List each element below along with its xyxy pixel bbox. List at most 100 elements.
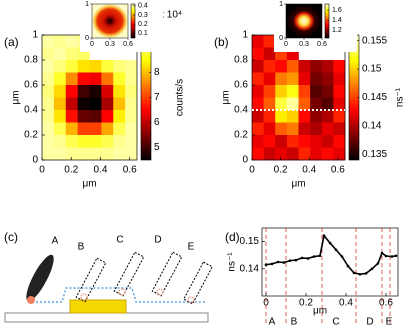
heat-cell <box>286 110 299 123</box>
colorbar <box>130 3 136 39</box>
heat-cell <box>42 97 55 111</box>
heat-cell <box>321 97 334 111</box>
heat-cell <box>286 147 299 161</box>
y-tick-label: 0.4 <box>24 105 38 116</box>
heat-cell <box>275 97 288 111</box>
heat-cell <box>101 97 114 111</box>
heat-cell <box>89 72 102 86</box>
colorbar-tick-label: 0.14 <box>362 121 382 132</box>
heat-cell <box>275 135 288 148</box>
heat-cell <box>125 60 138 73</box>
heat-cell <box>298 147 311 161</box>
heat-cell <box>310 110 323 123</box>
heat-cell <box>275 110 288 123</box>
colorbar-tick-label: 5 <box>154 142 160 153</box>
position-label: A <box>52 236 59 247</box>
position-label: B <box>78 242 85 253</box>
heat-cell <box>77 110 90 123</box>
heat-cell <box>101 110 114 123</box>
heat-cell <box>286 135 299 148</box>
heat-cell <box>77 60 90 73</box>
tip <box>26 254 54 302</box>
y-axis-label: μm <box>221 90 232 104</box>
heat-cell <box>101 135 114 148</box>
inset-x-tick-label: 0 <box>90 41 94 48</box>
data-point <box>334 248 338 252</box>
inset-y-tick-label: 0 <box>85 35 89 42</box>
data-point <box>384 254 388 258</box>
panel-label: (d) <box>225 230 240 244</box>
heat-cell <box>42 110 55 123</box>
y-axis-label: ns⁻¹ <box>227 252 238 272</box>
data-point <box>312 255 316 258</box>
heat-cell <box>252 60 264 73</box>
heat-cell <box>77 85 90 98</box>
colorbar-tick-label: 6 <box>154 117 160 128</box>
heat-cell <box>125 147 138 161</box>
emitter <box>27 296 35 304</box>
y-tick-label: 0.6 <box>234 80 248 91</box>
inset-y-tick-label: 1 <box>279 1 283 8</box>
heat-cell <box>333 72 346 86</box>
colorbar-tick-label: 7 <box>154 92 160 103</box>
heat-cell <box>53 35 67 48</box>
heat-cell <box>65 110 78 123</box>
heat-cell <box>53 85 67 98</box>
colorbar-tick-label: 1.4 <box>332 17 342 24</box>
particle <box>69 299 127 314</box>
heat-cell <box>53 97 67 111</box>
heat-cell <box>286 85 299 98</box>
heat-cell <box>42 147 55 161</box>
heat-cell <box>321 110 334 123</box>
heat-cell <box>286 47 299 61</box>
heat-cell <box>252 35 264 48</box>
x-tick-label: 0.6 <box>123 165 137 176</box>
panel-label: (a) <box>4 35 19 49</box>
y-tick-label: 0.8 <box>234 55 248 66</box>
data-point <box>390 255 394 258</box>
heat-cell <box>252 72 264 86</box>
heat-cell <box>53 60 67 73</box>
heat-cell <box>53 147 67 161</box>
tip-outline <box>75 257 107 303</box>
heat-cell <box>275 122 288 136</box>
heat-cell <box>42 47 55 61</box>
data-point <box>358 272 362 276</box>
inset-x-tick-label: 0 <box>284 41 288 48</box>
x-tick-label: 0.4 <box>339 298 353 309</box>
emitter-ghost <box>156 288 164 296</box>
heat-cell <box>125 85 138 98</box>
heat-cell <box>53 135 67 148</box>
data-point <box>376 262 380 265</box>
inset-x-tick-label: 0.6 <box>317 41 327 48</box>
y-tick-label: 0.14 <box>240 263 260 274</box>
heat-cell <box>113 110 126 123</box>
heat-cell <box>333 85 346 98</box>
heat-cell <box>321 147 334 161</box>
heat-cell <box>333 135 346 148</box>
y-tick-label: 0.15 <box>240 236 260 247</box>
heat-cell <box>65 72 78 86</box>
region-label: B <box>291 317 298 328</box>
heat-cell <box>77 147 90 161</box>
y-tick-label: 0.2 <box>234 130 248 141</box>
heat-cell <box>53 110 67 123</box>
heat-cell <box>321 135 334 148</box>
heat-cell <box>275 47 288 61</box>
heat-cell <box>113 85 126 98</box>
colorbar-tick-label: 0.145 <box>362 92 387 103</box>
colorbar-tick-label: 0.155 <box>362 35 387 46</box>
heat-cell <box>263 97 276 111</box>
inset-y-tick-label: 1 <box>85 1 89 8</box>
y-tick-label: 0 <box>242 155 248 166</box>
heat-cell <box>286 60 299 73</box>
heat-cell <box>113 60 126 73</box>
heat-cell <box>275 72 288 86</box>
heat-cell <box>321 60 334 73</box>
x-tick-label: 0.6 <box>331 165 345 176</box>
data-point <box>276 260 280 264</box>
y-tick-label: 0.2 <box>24 130 38 141</box>
heat-cell <box>65 60 78 73</box>
data-point <box>322 234 326 237</box>
